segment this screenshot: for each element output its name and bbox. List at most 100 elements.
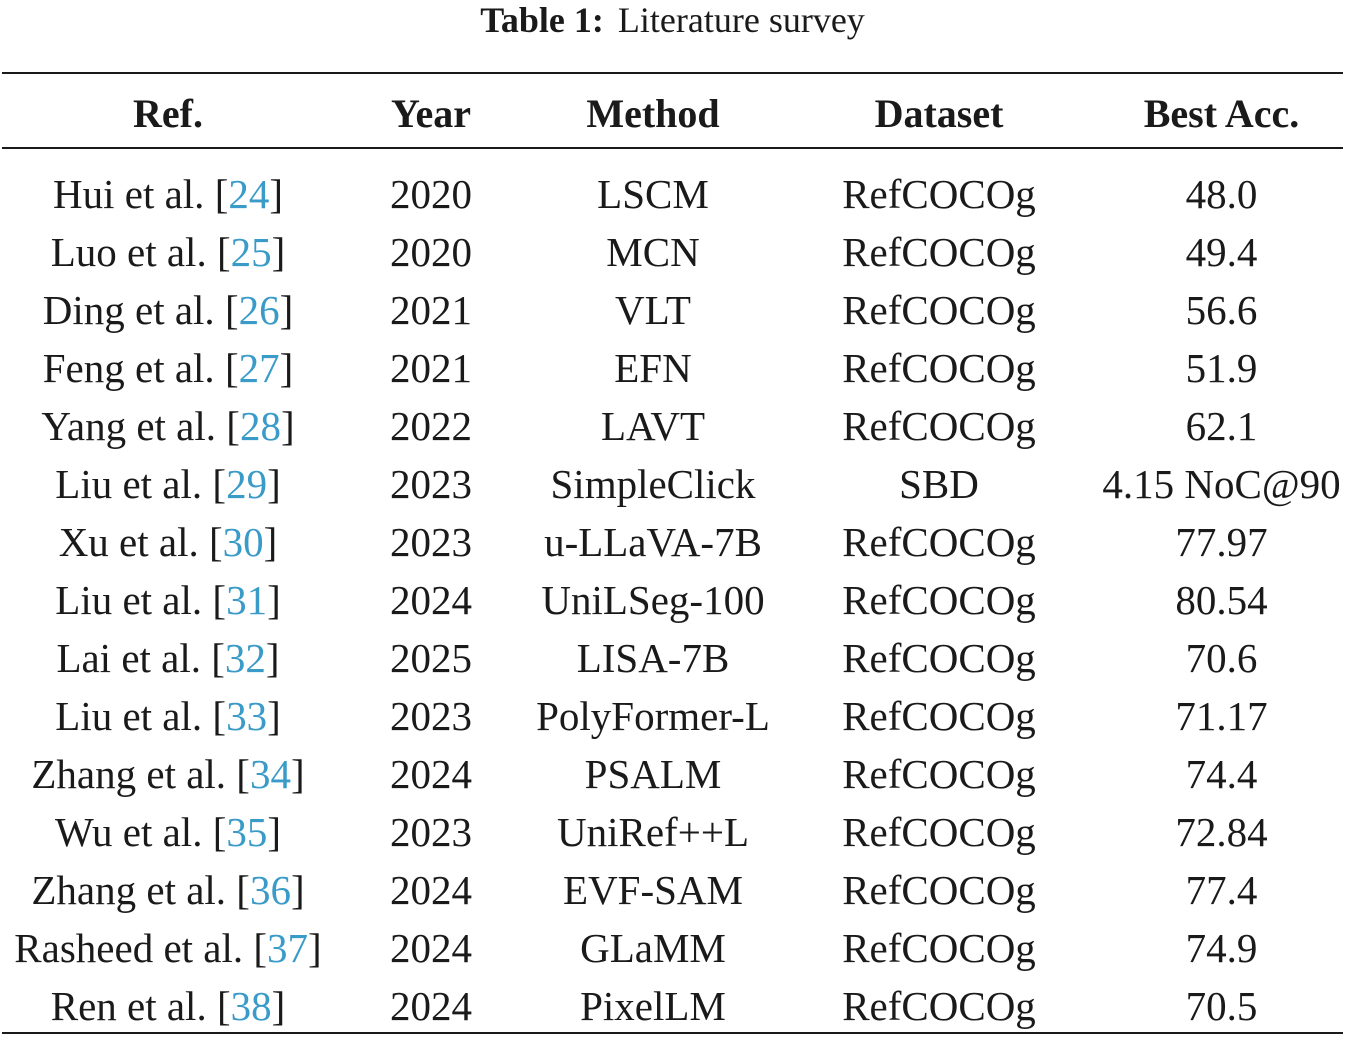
citation-link[interactable]: 27 [238,345,280,391]
table-row: Rasheed et al. [37] 2024 GLaMM RefCOCOg 74.9 [0,919,1345,977]
cell-method: UniLSeg-100 [541,577,765,623]
cell-best-acc: 48.0 [1185,171,1258,217]
bottom-rule [2,1032,1343,1035]
citation-link[interactable]: 28 [239,403,281,449]
cell-best-acc: 74.9 [1185,925,1258,971]
cell-dataset: RefCOCOg [842,635,1036,681]
cell-year: 2024 [390,577,472,623]
cell-method: LISA-7B [576,635,730,681]
cell-best-acc: 51.9 [1185,345,1258,391]
caption-text: Literature survey [617,0,865,40]
cell-method: PSALM [584,751,722,797]
cell-best-acc: 4.15 NoC@90 [1102,461,1341,507]
cell-dataset: SBD [899,461,979,507]
cell-year: 2020 [390,229,472,275]
cell-method: SimpleClick [550,461,756,507]
cell-ref: Ding et al. [26] [42,287,294,333]
table-row: Liu et al. [31] 2024 UniLSeg-100 RefCOCOg 80… [0,571,1345,629]
cell-dataset: RefCOCOg [842,229,1036,275]
citation-link[interactable]: 24 [228,171,270,217]
cell-year: 2021 [390,287,472,333]
table-header: Ref. Year Method Dataset Best Acc. [0,84,1345,144]
ref-author: Lai et al. [56,635,201,681]
cell-year: 2021 [390,345,472,391]
ref-author: Zhang et al. [31,751,227,797]
table-row: Yang et al. [28] 2022 LAVT RefCOCOg 62.1 [0,397,1345,455]
cell-ref: Liu et al. [33] [55,693,281,739]
cell-ref: Rasheed et al. [37] [14,925,322,971]
header-row: Ref. Year Method Dataset Best Acc. [0,84,1345,144]
citation-link[interactable]: 37 [267,925,309,971]
header-dataset: Dataset [874,91,1004,136]
table-row: Xu et al. [30] 2023 u-LLaVA-7B RefCOCOg 77.9… [0,513,1345,571]
cell-dataset: RefCOCOg [842,693,1036,739]
header-method: Method [586,91,720,136]
cell-dataset: RefCOCOg [842,751,1036,797]
cell-year: 2024 [390,925,472,971]
table-body: Hui et al. [24] 2020 LSCM RefCOCOg 48.0 Luo e… [0,144,1345,1035]
citation-link[interactable]: 34 [249,751,291,797]
ref-author: Xu et al. [58,519,199,565]
top-rule [2,72,1343,75]
cell-year: 2022 [390,403,472,449]
header-ref: Ref. [133,91,203,136]
cell-year: 2024 [390,867,472,913]
cell-year: 2024 [390,983,472,1029]
cell-best-acc: 56.6 [1185,287,1258,333]
ref-author: Liu et al. [55,577,203,623]
cell-ref: Ren et al. [38] [50,983,286,1029]
cell-year: 2023 [390,519,472,565]
cell-year: 2023 [390,693,472,739]
citation-link[interactable]: 31 [226,577,268,623]
citation-link[interactable]: 30 [222,519,264,565]
cell-ref: Liu et al. [29] [55,461,281,507]
cell-ref: Lai et al. [32] [56,635,280,681]
cell-dataset: RefCOCOg [842,983,1036,1029]
citation-link[interactable]: 32 [224,635,266,681]
table-row: Zhang et al. [36] 2024 EVF-SAM RefCOCOg 77.4 [0,861,1345,919]
ref-author: Liu et al. [55,693,203,739]
cell-ref: Yang et al. [28] [41,403,295,449]
cell-best-acc: 49.4 [1185,229,1258,275]
cell-method: EFN [614,345,692,391]
ref-author: Luo et al. [50,229,207,275]
cell-method: UniRef++L [557,809,749,855]
ref-author: Zhang et al. [31,867,227,913]
citation-link[interactable]: 35 [226,809,268,855]
cell-year: 2023 [390,461,472,507]
cell-best-acc: 70.6 [1185,635,1258,681]
cell-best-acc: 71.17 [1175,693,1268,739]
cell-year: 2025 [390,635,472,681]
citation-link[interactable]: 29 [226,461,268,507]
citation-link[interactable]: 38 [230,983,272,1029]
cell-ref: Xu et al. [30] [58,519,278,565]
citation-link[interactable]: 25 [230,229,272,275]
cell-method: PixelLM [580,983,726,1029]
cell-best-acc: 80.54 [1175,577,1268,623]
citation-link[interactable]: 36 [249,867,291,913]
table-row: Feng et al. [27] 2021 EFN RefCOCOg 51.9 [0,339,1345,397]
header-best-acc: Best Acc. [1143,91,1300,136]
table-row: Zhang et al. [34] 2024 PSALM RefCOCOg 74.4 [0,745,1345,803]
cell-method: PolyFormer-L [536,693,770,739]
cell-method: LAVT [600,403,706,449]
cell-method: EVF-SAM [563,867,743,913]
ref-author: Wu et al. [54,809,203,855]
table-row: Ding et al. [26] 2021 VLT RefCOCOg 56.6 [0,281,1345,339]
cell-dataset: RefCOCOg [842,809,1036,855]
ref-author: Ding et al. [42,287,215,333]
ref-author: Rasheed et al. [14,925,244,971]
cell-best-acc: 77.4 [1185,867,1258,913]
table-row: Lai et al. [32] 2025 LISA-7B RefCOCOg 70.6 [0,629,1345,687]
header-year: Year [391,91,471,136]
cell-dataset: RefCOCOg [842,925,1036,971]
cell-dataset: RefCOCOg [842,519,1036,565]
header-rule [2,147,1343,149]
cell-method: u-LLaVA-7B [544,519,762,565]
ref-author: Ren et al. [50,983,207,1029]
citation-link[interactable]: 26 [238,287,280,333]
cell-dataset: RefCOCOg [842,171,1036,217]
cell-ref: Hui et al. [24] [53,171,283,217]
cell-method: LSCM [597,171,709,217]
citation-link[interactable]: 33 [226,693,268,739]
